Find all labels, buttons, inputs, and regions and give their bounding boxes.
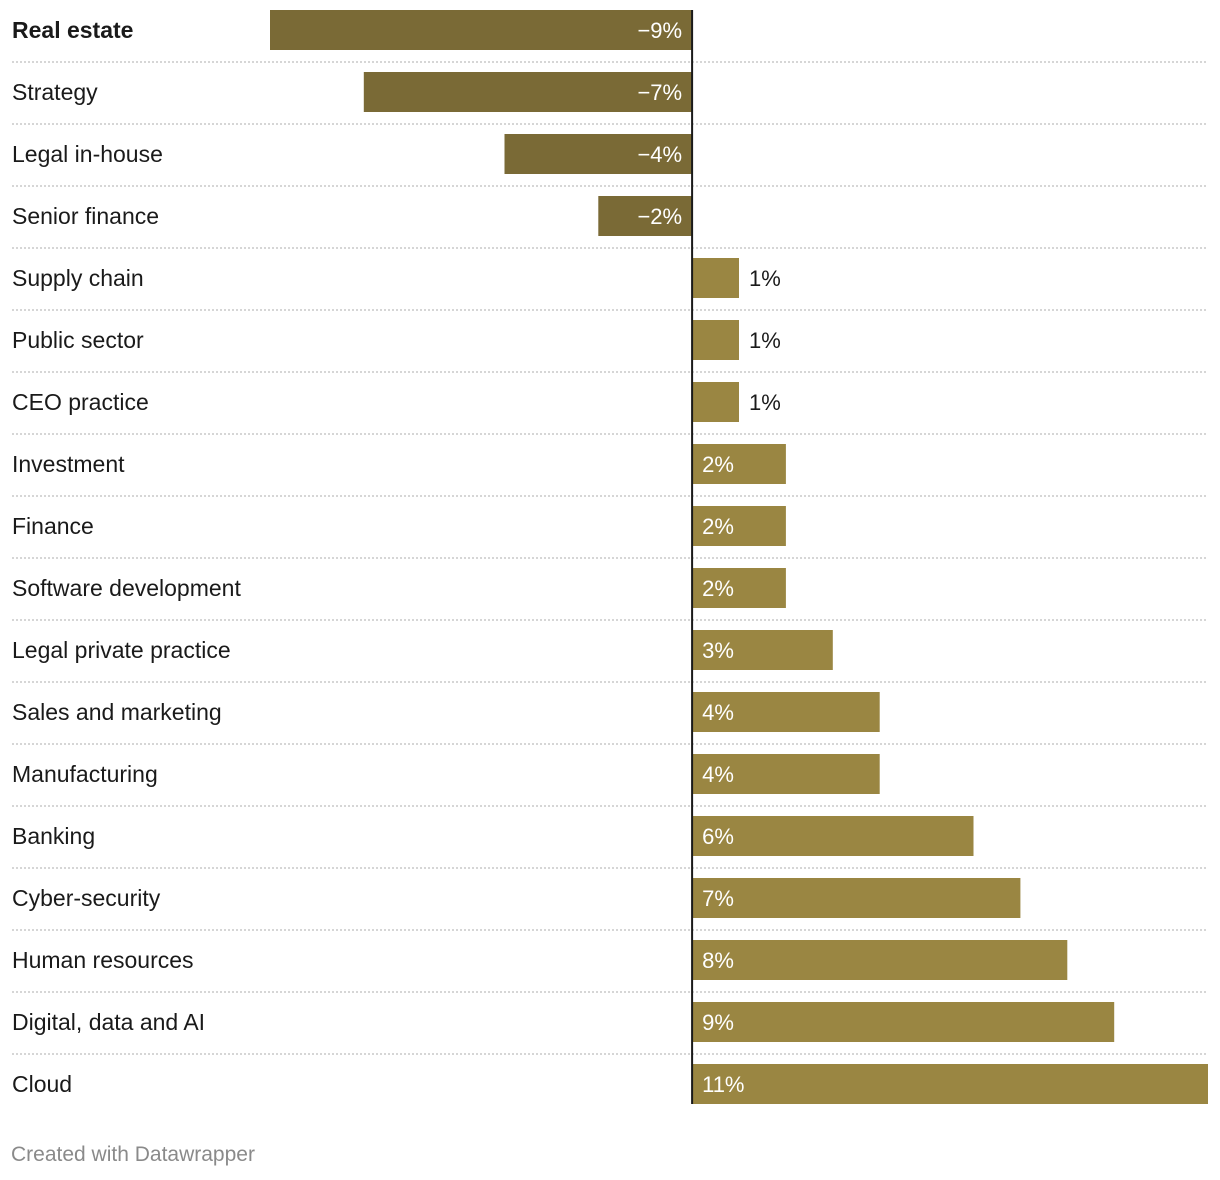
bar [504,134,693,174]
bar [363,72,693,112]
category-label: CEO practice [12,389,149,415]
bar [598,196,693,236]
bar [692,444,786,484]
bar [692,1064,1208,1104]
value-label: 1% [749,328,781,353]
bar [692,878,1021,918]
value-label: 7% [702,886,734,911]
category-label: Software development [12,575,241,601]
value-label: 4% [702,700,734,725]
value-label: 6% [702,824,734,849]
category-label: Sales and marketing [12,699,222,725]
value-label: 9% [702,1010,734,1035]
value-label: −7% [637,80,682,105]
bar [692,382,739,422]
category-label: Investment [12,451,125,477]
value-label: 8% [702,948,734,973]
category-label: Legal private practice [12,637,231,663]
category-label: Manufacturing [12,761,158,787]
value-label: 2% [702,514,734,539]
value-label: −2% [637,204,682,229]
value-label: 11% [702,1072,744,1097]
category-label: Public sector [12,327,144,353]
bar [692,816,974,856]
bar [692,258,739,298]
bar [692,320,739,360]
value-label: −9% [637,18,682,43]
category-label: Real estate [12,17,133,43]
bar [270,10,693,50]
category-label: Finance [12,513,94,539]
value-label: −4% [637,142,682,167]
category-label: Strategy [12,79,98,105]
category-label: Human resources [12,947,194,973]
value-label: 1% [749,266,781,291]
category-label: Senior finance [12,203,159,229]
bar [692,754,880,794]
bar [692,692,880,732]
category-label: Legal in-house [12,141,163,167]
value-label: 4% [702,762,734,787]
category-label: Supply chain [12,265,144,291]
datawrapper-credit: Created with Datawrapper [11,1143,255,1166]
bar [692,630,833,670]
bar [692,506,786,546]
bar [692,940,1068,980]
category-label: Digital, data and AI [12,1009,205,1035]
value-label: 1% [749,390,781,415]
value-label: 2% [702,576,734,601]
category-label: Banking [12,823,95,849]
category-label: Cyber-security [12,885,161,911]
bar [692,568,786,608]
value-label: 3% [702,638,734,663]
category-label: Cloud [12,1071,72,1097]
value-label: 2% [702,452,734,477]
bar [692,1002,1115,1042]
bar-chart: Real estate −9% Strategy −7% Legal in-house −… [12,10,1208,1104]
